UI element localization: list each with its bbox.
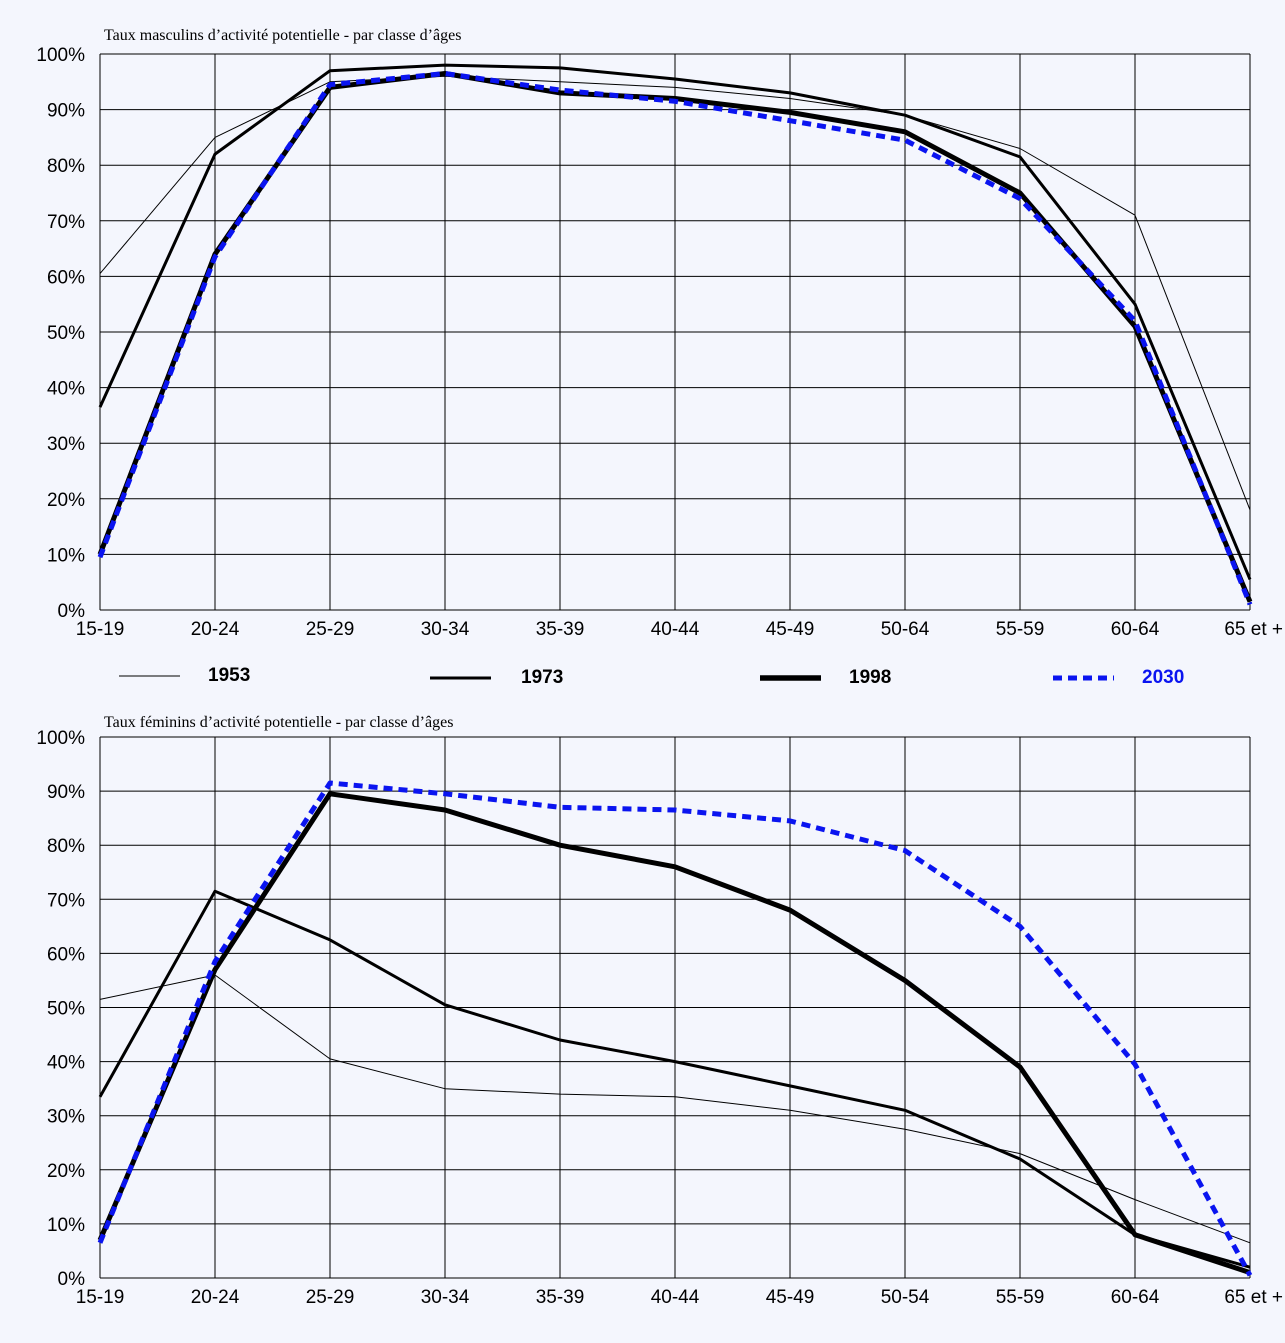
legend-label-1973: 1973: [521, 667, 563, 688]
y-tick-label: 80%: [47, 836, 85, 857]
series-line-2030: [97, 780, 1253, 1277]
y-tick-label: 30%: [47, 1107, 85, 1128]
series-line-1973: [98, 63, 1252, 580]
y-axis: 0% 10% 20% 30% 40% 50% 60% 70% 80% 90% 100%: [36, 728, 85, 1290]
x-tick-label: 40-44: [651, 619, 700, 640]
y-tick-label: 50%: [47, 999, 85, 1020]
x-tick-label: 60-64: [1111, 619, 1160, 640]
x-tick-label: 25-29: [306, 619, 355, 640]
series-line-1953: [99, 974, 1251, 1244]
x-tick-label: 50-54: [881, 1287, 930, 1308]
x-tick-label: 40-44: [651, 1287, 700, 1308]
y-tick-label: 10%: [47, 1215, 85, 1236]
legend: 1953 1973 1998 2030: [119, 665, 1184, 688]
y-tick-label: 100%: [36, 45, 85, 66]
y-tick-label: 20%: [47, 490, 85, 511]
series-lines: [97, 780, 1253, 1277]
series-lines: [97, 63, 1253, 606]
y-tick-label: 80%: [47, 156, 85, 177]
series-line-2030: [97, 71, 1253, 606]
x-tick-label: 20-24: [191, 1287, 240, 1308]
y-tick-label: 60%: [47, 267, 85, 288]
x-tick-label: 60-64: [1111, 1287, 1160, 1308]
x-tick-label: 30-34: [421, 619, 470, 640]
chart-female: Taux féminins d’activité potentielle - p…: [36, 714, 1283, 1308]
y-tick-label: 0%: [58, 601, 86, 622]
y-tick-label: 90%: [47, 782, 85, 803]
x-tick-label: 50-64: [881, 619, 930, 640]
y-tick-label: 10%: [47, 545, 85, 566]
x-tick-label: 25-29: [306, 1287, 355, 1308]
x-tick-label: 15-19: [76, 1287, 125, 1308]
x-tick-label: 45-49: [766, 619, 815, 640]
x-tick-label: 30-34: [421, 1287, 470, 1308]
x-tick-label: 35-39: [536, 619, 585, 640]
x-tick-label: 55-59: [996, 1287, 1045, 1308]
x-axis: 15-19 20-24 25-29 30-34 35-39 40-44 45-49 50-54…: [76, 1287, 1283, 1308]
x-tick-label: 15-19: [76, 619, 125, 640]
grid: [99, 53, 1251, 611]
y-tick-label: 70%: [47, 212, 85, 233]
legend-label-2030: 2030: [1142, 667, 1184, 688]
x-tick-label: 20-24: [191, 619, 240, 640]
y-tick-label: 0%: [58, 1269, 86, 1290]
x-tick-label: 35-39: [536, 1287, 585, 1308]
y-tick-label: 100%: [36, 728, 85, 749]
y-tick-label: 40%: [47, 379, 85, 400]
y-tick-label: 20%: [47, 1161, 85, 1182]
series-line-1998: [97, 791, 1251, 1275]
y-tick-label: 90%: [47, 101, 85, 122]
x-tick-label: 55-59: [996, 619, 1045, 640]
series-line-1973: [98, 889, 1251, 1269]
x-tick-label: 45-49: [766, 1287, 815, 1308]
legend-label-1998: 1998: [849, 667, 891, 688]
legend-label-1953: 1953: [208, 665, 250, 686]
x-axis: 15-19 20-24 25-29 30-34 35-39 40-44 45-49 50-64…: [76, 619, 1283, 640]
chart-male: Taux masculins d’activité potentielle - …: [36, 27, 1283, 640]
y-tick-label: 60%: [47, 944, 85, 965]
y-tick-label: 70%: [47, 890, 85, 911]
y-axis: 0% 10% 20% 30% 40% 50% 60% 70% 80% 90% 100%: [36, 45, 85, 622]
y-tick-label: 40%: [47, 1053, 85, 1074]
chart-title: Taux masculins d’activité potentielle - …: [104, 27, 461, 44]
y-tick-label: 50%: [47, 323, 85, 344]
x-tick-label: 65 et +: [1224, 1287, 1283, 1308]
x-tick-label: 65 et +: [1224, 619, 1283, 640]
y-tick-label: 30%: [47, 434, 85, 455]
chart-title: Taux féminins d’activité potentielle - p…: [104, 714, 453, 731]
